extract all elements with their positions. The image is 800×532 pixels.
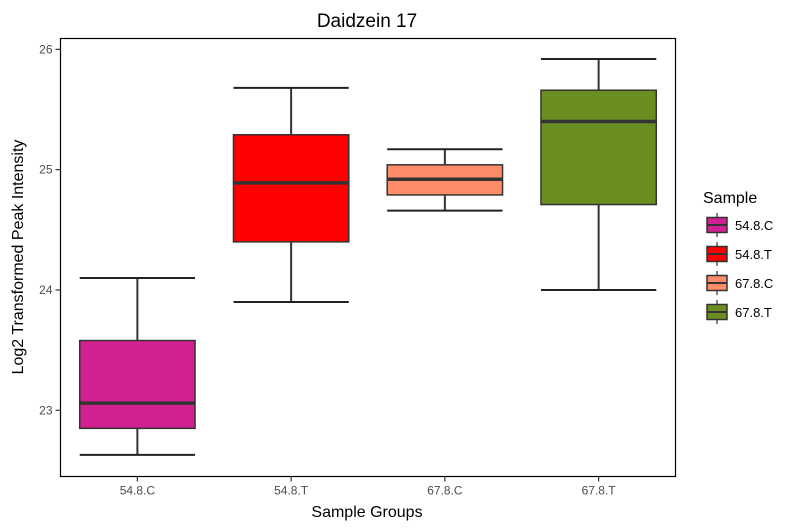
box-iqr — [540, 89, 658, 206]
y-axis-title: Log2 Transformed Peak Intensity — [10, 140, 27, 375]
chart-title: Daidzein 17 — [317, 11, 417, 32]
legend-label: 67.8.C — [735, 276, 773, 291]
legend: Sample 54.8.C 54.8.T 67.8.C 67.8.T — [703, 190, 773, 324]
x-tick-label: 54.8.C — [120, 484, 156, 498]
box-67.8.C — [386, 148, 504, 212]
box-67.8.T — [540, 57, 658, 291]
boxes-layer — [78, 57, 658, 456]
y-axis: 23 24 25 26 — [39, 42, 61, 417]
box-54.8.T — [232, 86, 350, 304]
legend-item-67.8.C: 67.8.C — [706, 271, 773, 295]
legend-item-54.8.T: 54.8.T — [706, 242, 772, 266]
y-tick-label: 25 — [39, 163, 53, 177]
legend-label: 67.8.T — [735, 305, 772, 320]
legend-title: Sample — [703, 190, 757, 207]
box-iqr — [232, 134, 350, 243]
x-axis: 54.8.C 54.8.T 67.8.C 67.8.T — [120, 476, 617, 498]
x-axis-title: Sample Groups — [311, 504, 422, 521]
y-tick-label: 23 — [39, 403, 53, 417]
legend-label: 54.8.T — [735, 247, 772, 262]
legend-item-67.8.T: 67.8.T — [706, 300, 772, 324]
x-tick-label: 67.8.T — [582, 484, 617, 498]
y-tick-label: 26 — [39, 42, 53, 56]
box-54.8.C — [78, 276, 196, 456]
legend-label: 54.8.C — [735, 218, 773, 233]
y-tick-label: 24 — [39, 283, 53, 297]
legend-item-54.8.C: 54.8.C — [706, 213, 773, 237]
x-tick-label: 67.8.C — [427, 484, 463, 498]
box-iqr — [78, 339, 196, 430]
x-tick-label: 54.8.T — [274, 484, 309, 498]
